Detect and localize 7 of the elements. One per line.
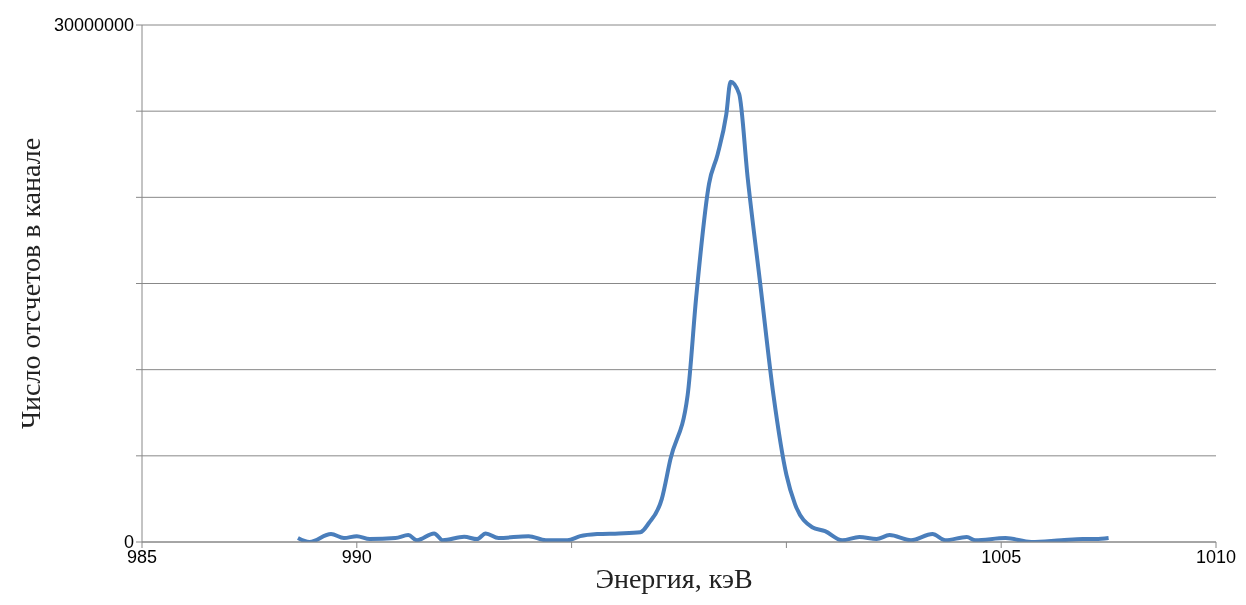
- line-series: [295, 79, 1111, 542]
- x-axis-title: Энергия, кэВ: [595, 563, 753, 594]
- y-axis-title: Число отсчетов в канале: [14, 137, 46, 430]
- y-tick-label: 30000000: [53, 15, 134, 36]
- x-tick-label: 990: [341, 546, 372, 567]
- x-tick-label: 1010: [1195, 546, 1237, 567]
- x-tick-label: 1005: [981, 546, 1022, 567]
